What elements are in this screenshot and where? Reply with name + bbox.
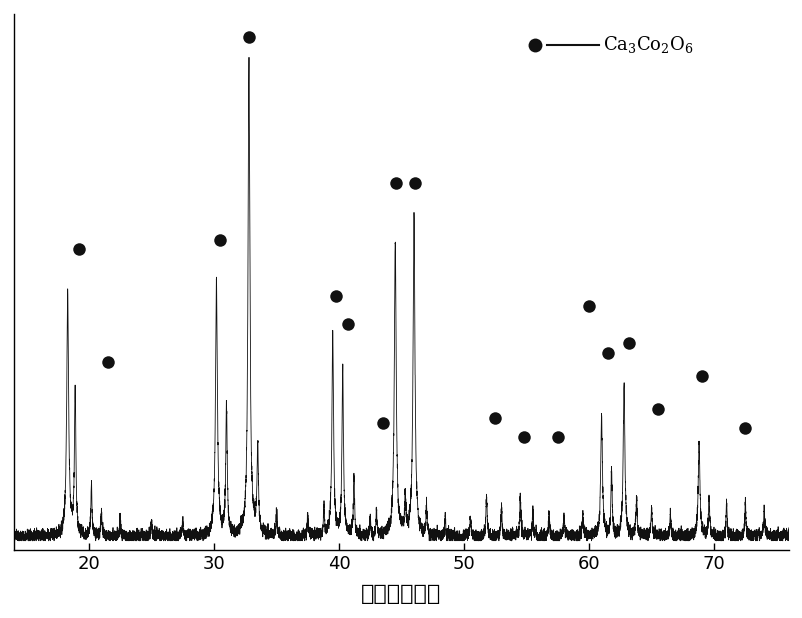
- Text: $\mathregular{Ca_3Co_2O_6}$: $\mathregular{Ca_3Co_2O_6}$: [602, 35, 693, 56]
- X-axis label: 衍射角（度）: 衍射角（度）: [361, 584, 441, 604]
